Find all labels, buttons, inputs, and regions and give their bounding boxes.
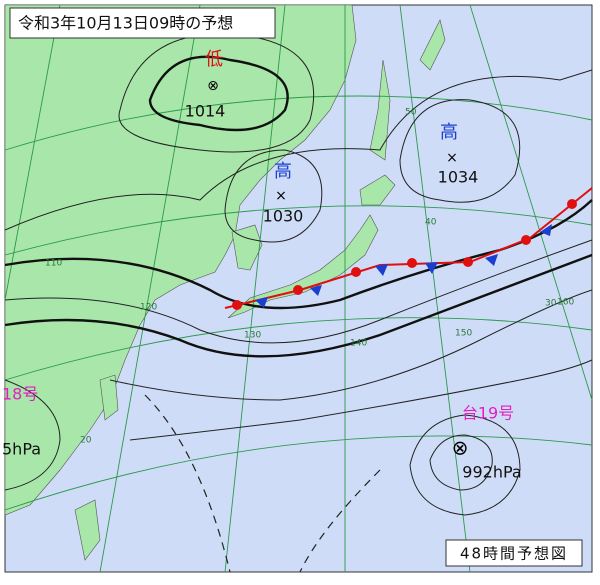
grid-label: 40 <box>425 218 437 228</box>
title: 令和3年10月13日09時の予想 <box>18 14 233 33</box>
center-mark: ⊗ <box>452 436 469 460</box>
grid-line <box>469 4 593 401</box>
warm-symbol <box>463 257 473 267</box>
warm-symbol <box>232 300 242 310</box>
pressure: 1030 <box>263 207 304 226</box>
stationary-front <box>224 187 593 310</box>
high-label: 高 <box>440 122 458 143</box>
footer-box <box>445 539 583 567</box>
isobar <box>409 414 521 516</box>
pressure: 1034 <box>438 168 479 187</box>
grid-labels: 50 40 30 20 110 120 130 140 150 160 <box>45 108 574 446</box>
isobar <box>224 149 323 243</box>
grid-line <box>4 95 593 151</box>
continent <box>4 4 357 516</box>
isobar <box>4 239 593 344</box>
grid-label: 130 <box>244 331 261 341</box>
grid-label: 20 <box>80 436 92 446</box>
isobar <box>4 253 593 358</box>
high-label: 高 <box>274 161 292 182</box>
isobar <box>4 69 593 231</box>
typhoon-label: 18号 <box>2 385 38 404</box>
isobar <box>148 55 289 132</box>
grid-line <box>224 4 286 573</box>
warm-symbol <box>521 235 531 245</box>
typhoon-label: 台19号 <box>462 404 514 423</box>
islands <box>74 374 119 561</box>
warm-symbol <box>293 285 303 295</box>
hokkaido <box>359 174 396 206</box>
japan <box>227 214 379 319</box>
isobar <box>109 289 593 401</box>
center-mark: ⊗ <box>207 78 219 94</box>
low-label: 低 <box>205 49 223 70</box>
pressure: 1014 <box>185 102 226 121</box>
grid-label: 50 <box>405 108 417 118</box>
isobar <box>144 394 231 573</box>
kamchatka <box>419 19 446 71</box>
korea <box>231 224 263 271</box>
grid-line <box>4 205 593 256</box>
center-mark: × <box>275 188 287 204</box>
center-mark: × <box>446 150 458 166</box>
graticule <box>4 4 593 573</box>
grid-label: 120 <box>140 303 157 313</box>
isobar <box>299 469 381 573</box>
sakhalin <box>369 59 391 161</box>
isobar <box>118 33 315 153</box>
grid-label: 140 <box>350 339 367 349</box>
grid-label: 110 <box>45 259 62 269</box>
warm-symbol <box>407 258 417 268</box>
grid-label: 150 <box>455 329 472 339</box>
isobar <box>129 359 593 441</box>
pressure: 5hPa <box>2 440 41 459</box>
grid-line <box>4 435 593 511</box>
footer: 48時間予想図 <box>460 545 568 563</box>
grid-label: 30 <box>545 299 557 309</box>
grid-label: 160 <box>557 298 574 308</box>
isobar <box>429 434 493 491</box>
isobars <box>4 33 593 573</box>
warm-symbol <box>351 267 361 277</box>
isobar <box>4 379 61 491</box>
isobar <box>399 99 521 203</box>
pressure: 992hPa <box>462 463 521 482</box>
title-box <box>9 7 276 39</box>
grid-line <box>4 317 593 381</box>
grid-line <box>4 4 61 301</box>
grid-line <box>99 4 201 573</box>
warm-symbol <box>567 199 577 209</box>
grid-line <box>399 4 471 573</box>
front-line <box>224 187 593 309</box>
